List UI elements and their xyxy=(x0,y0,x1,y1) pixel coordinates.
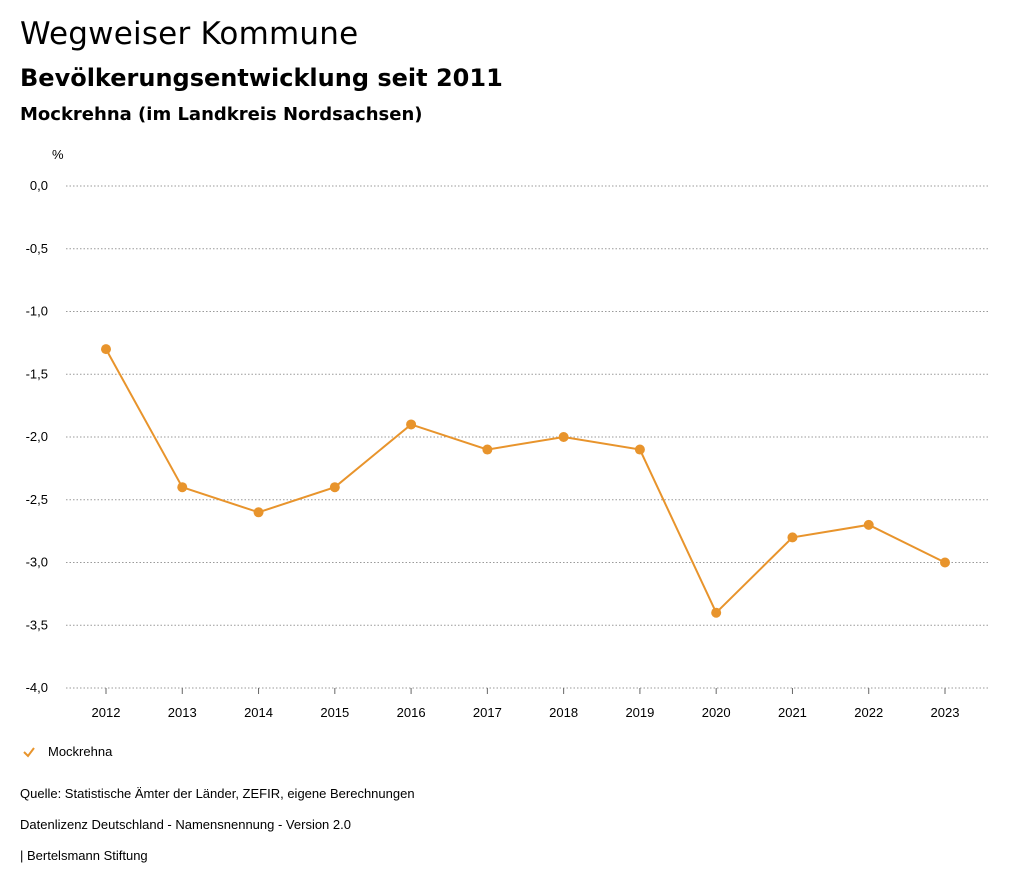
y-tick-label: -1,0 xyxy=(26,304,48,319)
x-tick-label: 2021 xyxy=(778,705,807,720)
x-tick-label: 2022 xyxy=(854,705,883,720)
region-label: Mockrehna (im Landkreis Nordsachsen) xyxy=(20,104,423,125)
x-tick-label: 2019 xyxy=(625,705,654,720)
data-point xyxy=(329,482,340,493)
x-tick-label: 2020 xyxy=(702,705,731,720)
y-axis-unit-label: % xyxy=(52,147,64,162)
data-point xyxy=(940,557,950,568)
y-tick-label: -2,5 xyxy=(26,492,48,507)
line-chart: % 0,0 -0,5 -1,0 -1,5 -2,0 -2,5 -3,0 -3,5 -4,0 201… xyxy=(26,147,990,720)
series-line-mockrehna xyxy=(105,348,946,615)
x-tick-label: 2018 xyxy=(549,705,578,720)
data-point xyxy=(253,507,264,518)
data-point xyxy=(482,444,493,455)
data-point xyxy=(634,444,645,455)
x-tick-label: 2015 xyxy=(320,705,349,720)
x-tick-label: 2014 xyxy=(244,705,273,720)
y-tick-label: -1,5 xyxy=(26,366,48,381)
source-note: Quelle: Statistische Ämter der Länder, Z… xyxy=(20,786,415,801)
legend-label: Mockrehna xyxy=(48,744,113,759)
x-tick-label: 2023 xyxy=(931,705,960,720)
x-tick-label: 2012 xyxy=(92,705,121,720)
y-tick-label: 0,0 xyxy=(30,178,48,193)
publisher-note: | Bertelsmann Stiftung xyxy=(20,848,148,863)
y-tick-label: -3,5 xyxy=(26,617,48,632)
data-point xyxy=(406,419,417,430)
legend[interactable]: Mockrehna xyxy=(22,744,112,759)
axis-layer: 0,0 -0,5 -1,0 -1,5 -2,0 -2,5 -3,0 -3,5 -4,0 2012 2… xyxy=(26,178,960,720)
check-mark-icon xyxy=(23,746,35,758)
data-point xyxy=(863,519,874,530)
license-note: Datenlizenz Deutschland - Namensnennung … xyxy=(20,817,351,832)
y-tick-label: -3,0 xyxy=(26,555,48,570)
data-point xyxy=(101,344,111,355)
data-point xyxy=(177,482,188,493)
grid-layer xyxy=(66,185,990,689)
x-tick-label: 2017 xyxy=(473,705,502,720)
page-title: Wegweiser Kommune xyxy=(20,16,359,52)
y-tick-label: -0,5 xyxy=(26,241,48,256)
x-tick-label: 2013 xyxy=(168,705,197,720)
data-point xyxy=(558,432,569,442)
series-layer xyxy=(101,344,950,618)
x-tick-label: 2016 xyxy=(397,705,426,720)
chart-subtitle: Bevölkerungsentwicklung seit 2011 xyxy=(20,64,503,92)
data-point xyxy=(787,532,798,543)
data-point xyxy=(711,607,722,618)
y-tick-label: -2,0 xyxy=(26,429,48,444)
y-tick-label: -4,0 xyxy=(26,680,48,695)
